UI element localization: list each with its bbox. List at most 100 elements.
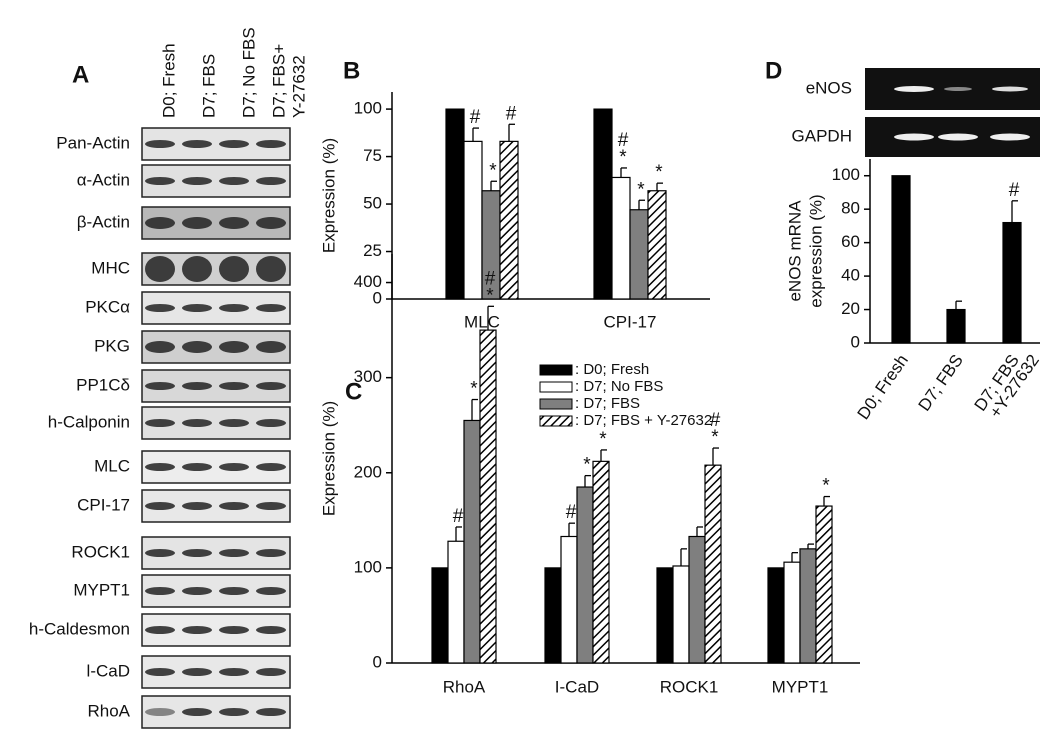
significance-mark: *: [599, 429, 607, 450]
y-tick-label: 400: [354, 272, 382, 291]
column-header: D7; FBS+: [269, 44, 288, 118]
row-label: Pan-Actin: [56, 133, 130, 152]
bar: [445, 108, 465, 300]
significance-mark: #: [618, 130, 629, 151]
y-tick-label: 100: [354, 99, 382, 118]
blot-band: [145, 217, 175, 229]
bar: [688, 535, 706, 664]
significance-mark: #: [506, 103, 517, 124]
blot-band: [219, 463, 249, 471]
panel-label: C: [345, 378, 362, 405]
significance-mark: *: [822, 476, 830, 497]
blot-band: [182, 419, 212, 427]
y-tick-label: 0: [373, 652, 382, 671]
blot-band: [145, 626, 175, 634]
bar: [815, 505, 833, 664]
legend-swatch: [539, 381, 573, 393]
blot-band: [219, 668, 249, 676]
gel-label: eNOS: [806, 78, 852, 97]
legend-label: : D7; FBS + Y-27632: [575, 412, 712, 429]
blot-band: [256, 708, 286, 716]
significance-mark: #: [485, 268, 496, 289]
blot-band: [256, 256, 286, 282]
bar: [647, 190, 667, 300]
blot-band: [182, 140, 212, 148]
significance-mark: *: [470, 379, 478, 400]
legend-swatch: [539, 398, 573, 410]
x-tick-label: I-CaD: [555, 677, 599, 696]
gel-band: [992, 86, 1028, 92]
y-axis-title: eNOS mRNA: [785, 200, 804, 302]
row-label: MHC: [91, 258, 130, 277]
blot-band: [145, 341, 175, 353]
blot-band: [182, 382, 212, 390]
row-label: h-Caldesmon: [29, 619, 130, 638]
gel-band: [938, 133, 978, 141]
y-tick-label: 60: [841, 232, 860, 251]
y-tick-label: 100: [832, 165, 860, 184]
y-axis-title: Expression (%): [319, 138, 338, 253]
row-label: CPI-17: [77, 495, 130, 514]
significance-mark: #: [1009, 180, 1020, 201]
bar: [656, 567, 674, 664]
blot-band: [182, 668, 212, 676]
blot-band: [256, 217, 286, 229]
bar: [447, 540, 465, 664]
blot-band: [256, 304, 286, 312]
bar: [891, 175, 911, 344]
row-label: MLC: [94, 456, 130, 475]
bar: [544, 567, 562, 664]
blot-band: [256, 177, 286, 185]
blot-band: [145, 382, 175, 390]
gel-band: [894, 86, 934, 92]
significance-mark: #: [710, 410, 721, 431]
blot-band: [145, 304, 175, 312]
x-tick-label: MLC: [464, 312, 500, 331]
blot-band: [145, 177, 175, 185]
bar: [593, 108, 613, 300]
blot-band: [182, 502, 212, 510]
blot-band: [219, 341, 249, 353]
gel-label: GAPDH: [792, 126, 852, 145]
significance-mark: *: [486, 285, 494, 306]
row-label: ROCK1: [71, 542, 130, 561]
blot-band: [219, 177, 249, 185]
bar: [672, 565, 690, 664]
bar: [431, 567, 449, 664]
bar: [783, 561, 801, 664]
blot-band: [256, 502, 286, 510]
bar: [592, 460, 610, 664]
x-tick-label: D0; Fresh: [854, 351, 912, 423]
bar: [1002, 221, 1022, 344]
row-label: α-Actin: [77, 170, 130, 189]
blot-band: [256, 419, 286, 427]
blot-band: [256, 587, 286, 595]
blot-band: [145, 668, 175, 676]
x-tick-label: D7; FBS: [915, 351, 967, 415]
blot-band: [219, 382, 249, 390]
column-header: Y-27632: [289, 55, 308, 118]
blot-band: [256, 463, 286, 471]
legend-label: : D7; FBS: [575, 395, 640, 412]
x-tick-label: RhoA: [443, 677, 486, 696]
bar: [499, 140, 519, 300]
bar: [576, 486, 594, 664]
y-tick-label: 40: [841, 266, 860, 285]
blot-band: [219, 549, 249, 557]
bar: [799, 548, 817, 664]
blot-band: [219, 708, 249, 716]
blot-band: [219, 626, 249, 634]
blot-band: [256, 140, 286, 148]
blot-band: [145, 140, 175, 148]
bar: [479, 329, 497, 664]
y-tick-label: 75: [363, 146, 382, 165]
blot-band: [145, 463, 175, 471]
significance-mark: *: [711, 427, 719, 448]
significance-mark: *: [655, 162, 663, 183]
blot-band: [182, 626, 212, 634]
bar: [463, 419, 481, 664]
blot-band: [145, 419, 175, 427]
row-label: RhoA: [87, 701, 130, 720]
bar: [611, 176, 631, 300]
blot-band: [182, 304, 212, 312]
